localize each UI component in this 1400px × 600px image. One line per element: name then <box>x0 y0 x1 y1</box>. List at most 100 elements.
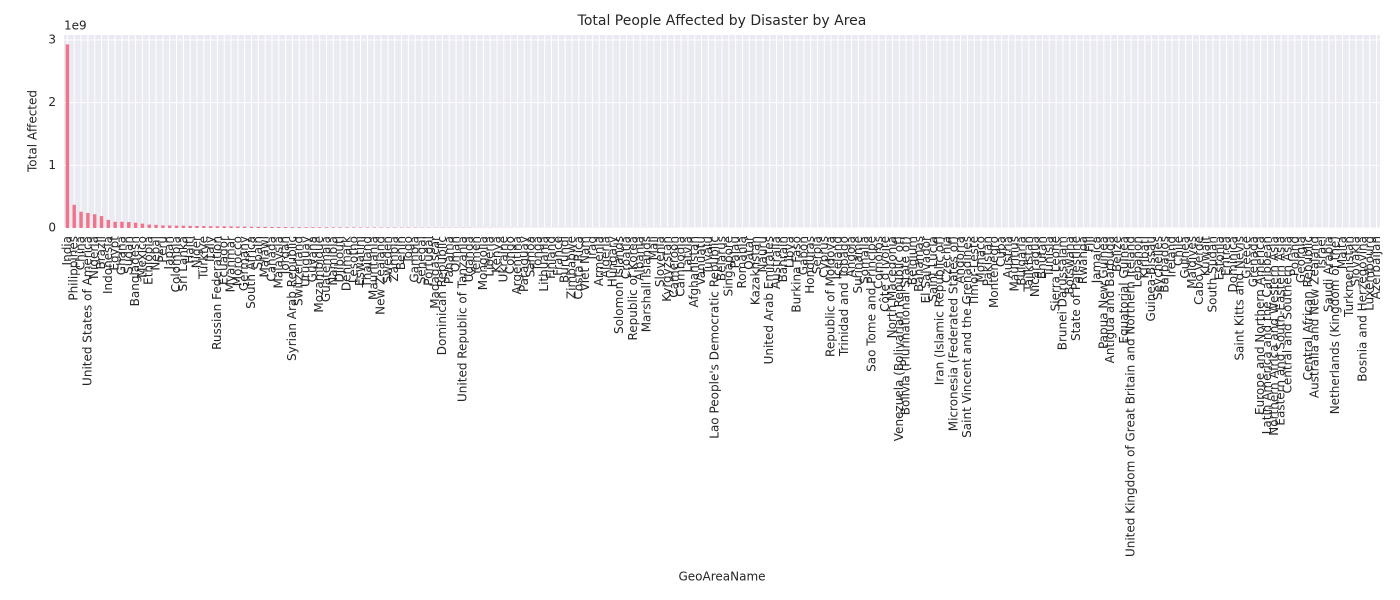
x-tick-label: Latvia <box>680 236 694 273</box>
x-tick-label: Sierra Leone <box>1049 236 1063 311</box>
bar <box>249 226 254 228</box>
x-tick-label: Netherlands (Kingdom of the) <box>1328 236 1342 414</box>
x-tick-label: Costa Rica <box>571 236 585 299</box>
x-tick-label: Burkina Faso <box>790 236 804 313</box>
x-tick-label: Nigeria <box>87 236 101 279</box>
x-tick-label: Lebanon <box>1130 236 1144 287</box>
x-tick-label: Ukraine <box>496 236 510 282</box>
bar <box>215 226 220 228</box>
y-offset-label: 1e9 <box>64 19 87 33</box>
x-tick-label: Marshall Islands <box>639 236 653 332</box>
x-tick-label: Libya <box>783 236 797 268</box>
x-tick-label: Portugal <box>421 236 435 286</box>
x-tick-label: Malaysia <box>271 236 285 288</box>
x-tick-label: Albania <box>633 236 647 281</box>
x-tick-label: Ghana <box>114 236 128 275</box>
x-tick-label: Belarus <box>715 236 729 281</box>
x-tick-label: Cyprus <box>817 236 831 278</box>
x-tick-label: Somalia <box>858 236 872 284</box>
x-tick-label: El Salvador <box>919 236 933 303</box>
x-tick-label: Singapore <box>721 236 735 297</box>
bar <box>65 44 70 228</box>
x-tick-label: Benin <box>394 236 408 270</box>
chart-title: Total People Affected by Disaster by Are… <box>577 13 867 29</box>
x-tick-label: Bolivia (Plurinational State of) <box>899 236 913 415</box>
x-tick-label: United Republic of Tanzania <box>455 236 469 402</box>
x-tick-label: Bhutan <box>1035 236 1049 279</box>
x-tick-label: Antigua and Barbuda <box>1103 236 1117 363</box>
bar <box>106 219 111 228</box>
x-tick-label: Brazil <box>94 236 108 270</box>
x-tick-label: Hungary <box>605 236 619 287</box>
x-tick-label: Uruguay <box>299 236 313 287</box>
x-tick-label: Eritrea <box>1219 236 1233 276</box>
x-tick-label: Congo <box>503 236 517 274</box>
x-tick-label: Australia <box>769 236 783 289</box>
x-tick-label: Central African Republic <box>1301 236 1315 380</box>
bar <box>256 226 261 228</box>
x-tick-label: Romania <box>735 236 749 288</box>
x-tick-label: Estonia <box>1212 236 1226 280</box>
x-tick-label: Saint Kitts and Nevis <box>1233 236 1247 361</box>
x-tick-label: Eastern and South-Eastern Asia <box>1274 236 1288 426</box>
y-tick-label: 2 <box>48 95 56 109</box>
bar <box>242 226 247 228</box>
x-tick-label: Sudan <box>121 236 135 274</box>
x-tick-label: Italy <box>203 236 217 262</box>
x-tick-label: Kenya <box>489 236 503 273</box>
bar <box>331 227 336 228</box>
x-tick-label: India <box>60 236 74 265</box>
bar <box>222 226 226 228</box>
x-tick-label: Greece <box>1240 236 1254 279</box>
x-tick-label: Grenada <box>1246 236 1260 287</box>
x-tick-label: Philippines <box>67 236 81 301</box>
x-tick-label: Trinidad and Tobago <box>837 236 851 357</box>
x-tick-label: Mauritius <box>1008 236 1022 291</box>
bar <box>127 222 131 228</box>
x-tick-label: Senegal <box>414 236 428 284</box>
x-tick-label: Lithuania <box>537 236 551 292</box>
x-tick-label: Samoa <box>524 236 538 277</box>
x-tick-label: Yemen <box>469 236 483 277</box>
x-tick-label: Bangladesh <box>128 236 142 306</box>
x-tick-label: Tajikistan <box>1021 236 1035 293</box>
x-tick-label: Belgium <box>905 236 919 285</box>
bar <box>297 227 301 228</box>
x-tick-label: Panama <box>442 236 456 284</box>
x-tick-label: Uganda <box>462 236 476 282</box>
x-tick-label: Czechia <box>940 236 954 283</box>
x-tick-label: Nauru <box>755 236 769 272</box>
x-tick-label: Myanmar <box>224 236 238 292</box>
x-tick-label: Israel <box>1315 236 1329 269</box>
x-tick-label: Croatia <box>619 236 633 279</box>
x-tick-label: Iran (Islamic Republic of) <box>933 236 947 385</box>
x-tick-label: Peru <box>155 236 169 263</box>
bar <box>365 227 370 228</box>
x-tick-label: Angola <box>844 236 858 277</box>
x-tick-label: France <box>551 236 565 276</box>
x-tick-label: Australia and New Zealand <box>1308 236 1322 398</box>
x-tick-label: Iceland <box>830 236 844 279</box>
x-tick-label: Montenegro <box>987 236 1001 308</box>
x-tick-label: Syrian Arab Republic <box>285 236 299 361</box>
x-tick-label: Serbia <box>810 236 824 274</box>
x-tick-label: Indonesia <box>101 236 115 294</box>
x-tick-label: Mexico <box>135 236 149 278</box>
x-tick-label: China <box>74 236 88 270</box>
bar <box>372 227 376 228</box>
x-tick-label: Finland <box>544 236 558 279</box>
x-tick-label: Togo <box>401 236 415 265</box>
x-tick-label: Zambia <box>387 236 401 282</box>
bar <box>99 216 104 228</box>
x-tick-label: Egypt <box>108 236 122 271</box>
bar <box>358 227 363 228</box>
x-tick-label: Eswatini <box>353 236 367 286</box>
x-tick-label: United Kingdom of Great Britain and Nort… <box>1124 236 1138 557</box>
x-tick-label: Namibia <box>326 236 340 286</box>
x-tick-label: Saudi Arabia <box>1321 236 1335 312</box>
x-tick-label: Sri Lanka <box>176 236 190 291</box>
x-tick-label: Equatorial Guinea <box>1117 236 1131 344</box>
x-tick-label: Kuwait <box>1199 236 1213 276</box>
x-tick-label: Paraguay <box>517 236 531 292</box>
x-tick-label: Austria <box>1001 236 1015 278</box>
